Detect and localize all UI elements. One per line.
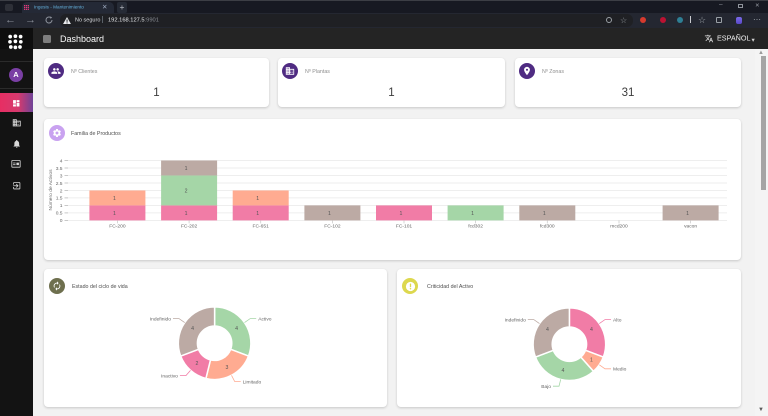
svg-text:3: 3 xyxy=(60,173,63,179)
svg-text:1: 1 xyxy=(686,211,689,217)
svg-text:Limitado: Limitado xyxy=(243,379,262,385)
svg-text:1: 1 xyxy=(590,357,593,363)
svg-text:Indefinido: Indefinido xyxy=(150,316,171,322)
svg-text:1: 1 xyxy=(400,211,403,217)
svg-text:0.5: 0.5 xyxy=(56,211,63,217)
svg-text:vacon: vacon xyxy=(684,225,697,230)
svg-text:FC-102: FC-102 xyxy=(324,224,341,230)
svg-text:3.5: 3.5 xyxy=(56,166,63,172)
svg-text:1.5: 1.5 xyxy=(56,196,63,202)
svg-text:FC-651: FC-651 xyxy=(253,224,270,230)
svg-text:Bajo: Bajo xyxy=(541,384,551,390)
svg-text:1: 1 xyxy=(256,196,259,202)
svg-text:Indefinido: Indefinido xyxy=(505,317,526,323)
svg-text:Activo: Activo xyxy=(258,316,272,322)
svg-text:1: 1 xyxy=(113,211,116,217)
svg-text:fcd302: fcd302 xyxy=(468,224,483,230)
svg-text:FC-101: FC-101 xyxy=(396,224,413,230)
svg-text:2: 2 xyxy=(185,189,188,195)
svg-text:2: 2 xyxy=(195,361,198,367)
svg-text:4: 4 xyxy=(60,158,63,164)
svg-text:Número de Activos: Número de Activos xyxy=(48,169,54,211)
svg-text:Inactivo: Inactivo xyxy=(161,373,178,379)
svg-text:1: 1 xyxy=(185,166,188,172)
svg-text:4: 4 xyxy=(590,327,593,333)
svg-text:4: 4 xyxy=(546,327,549,333)
svg-text:0: 0 xyxy=(60,218,63,224)
svg-text:1: 1 xyxy=(256,211,259,217)
svg-text:Alto: Alto xyxy=(613,317,622,323)
svg-text:1: 1 xyxy=(471,211,474,217)
svg-text:2.5: 2.5 xyxy=(56,181,63,187)
svg-text:FC-200: FC-200 xyxy=(109,224,126,230)
svg-text:3: 3 xyxy=(226,365,229,371)
svg-text:1: 1 xyxy=(185,211,188,217)
svg-text:1: 1 xyxy=(328,211,331,217)
svg-text:1: 1 xyxy=(60,203,63,209)
svg-text:fcd300: fcd300 xyxy=(540,224,555,230)
svg-text:FC-202: FC-202 xyxy=(181,224,198,230)
svg-text:4: 4 xyxy=(562,368,565,374)
svg-text:2: 2 xyxy=(60,188,63,194)
svg-text:4: 4 xyxy=(235,326,238,332)
svg-text:1: 1 xyxy=(113,196,116,202)
svg-text:1: 1 xyxy=(543,211,546,217)
svg-text:4: 4 xyxy=(191,326,194,332)
svg-text:Medio: Medio xyxy=(613,367,627,373)
svg-text:mcd200: mcd200 xyxy=(610,224,628,230)
